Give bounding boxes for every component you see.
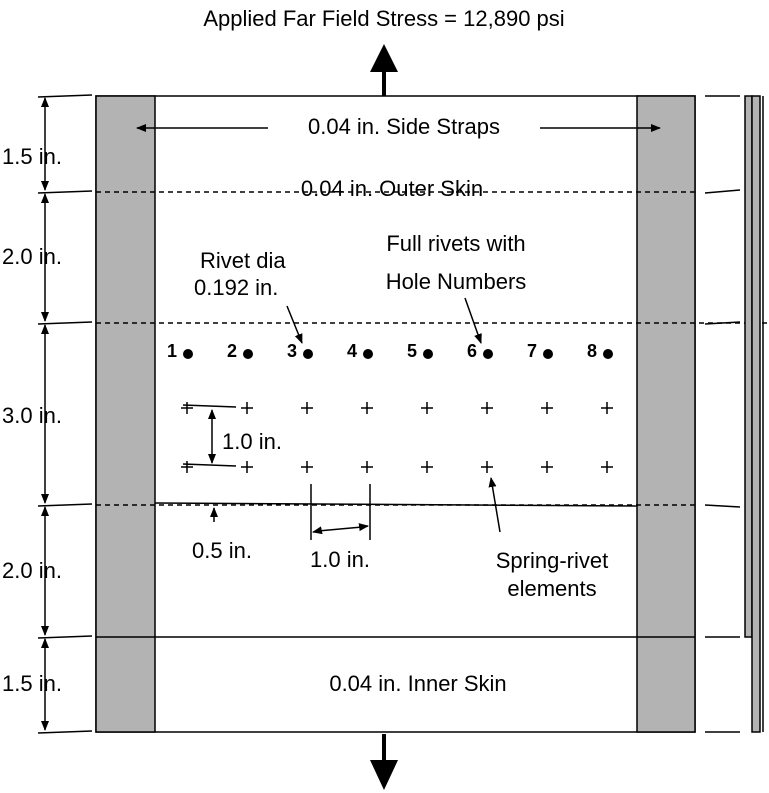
- spring-element: [361, 461, 373, 473]
- spring-element: [241, 402, 253, 414]
- spring-label: elements: [507, 576, 596, 601]
- rivet-dia-value: 0.192 in.: [194, 275, 278, 300]
- hole-numbers-label: Hole Numbers: [386, 269, 527, 294]
- spring-element: [481, 461, 493, 473]
- hole-number: 1: [167, 341, 177, 361]
- dim-label: 1.5 in.: [2, 671, 62, 696]
- spring-element: [361, 402, 373, 414]
- spring-element: [601, 461, 613, 473]
- load-arrows: [370, 44, 398, 790]
- hole-number: 8: [587, 341, 597, 361]
- pointer: [464, 297, 482, 344]
- spring-element: [541, 402, 553, 414]
- pointer: [488, 477, 501, 533]
- extension: [37, 503, 93, 507]
- spring-element: [481, 402, 493, 414]
- hole-number: 6: [467, 341, 477, 361]
- col-spacing: 1.0 in.: [310, 547, 370, 572]
- edge-distance: 0.5 in.: [192, 538, 252, 563]
- spring-element: [301, 461, 313, 473]
- title: Applied Far Field Stress = 12,890 psi: [203, 6, 564, 31]
- spring-element: [541, 461, 553, 473]
- spring-element: [241, 461, 253, 473]
- spring-element: [421, 461, 433, 473]
- rivet: [423, 349, 433, 359]
- spring-element: [421, 402, 433, 414]
- spring-element: [181, 402, 193, 414]
- full-rivets: Full rivets with: [386, 231, 525, 256]
- rivet: [303, 349, 313, 359]
- rivet: [543, 349, 553, 359]
- extension: [37, 730, 93, 734]
- spring-element: [181, 461, 193, 473]
- spring-element: [601, 402, 613, 414]
- dim-label: 2.0 in.: [2, 244, 62, 269]
- extension: [37, 94, 93, 98]
- dim-label: 1.5 in.: [2, 144, 62, 169]
- panel: [95, 95, 768, 733]
- spring-label: Spring-rivet: [496, 548, 608, 573]
- rivet-dia: Rivet dia: [200, 248, 286, 273]
- hole-number: 7: [527, 341, 537, 361]
- inner-skin: 0.04 in. Inner Skin: [329, 671, 506, 696]
- cross-section: [704, 95, 764, 733]
- side-straps-label: 0.04 in. Side Straps: [136, 114, 661, 139]
- dim-label: 2.0 in.: [2, 558, 62, 583]
- rivet: [483, 349, 493, 359]
- row-spacing: 1.0 in.: [222, 429, 282, 454]
- pointer: [286, 305, 303, 344]
- hole-number: 2: [227, 341, 237, 361]
- extension: [37, 321, 93, 325]
- outer-skin: 0.04 in. Outer Skin: [301, 176, 483, 201]
- hole-number: 4: [347, 341, 357, 361]
- side-straps: 0.04 in. Side Straps: [308, 114, 500, 139]
- rivet: [603, 349, 613, 359]
- inner-dims: [182, 404, 371, 540]
- hole-number: 5: [407, 341, 417, 361]
- rivet: [183, 349, 193, 359]
- extension: [37, 190, 93, 194]
- rivet: [363, 349, 373, 359]
- hole-number: 3: [287, 341, 297, 361]
- dim-label: 3.0 in.: [2, 403, 62, 428]
- spring-element: [301, 402, 313, 414]
- rivet: [243, 349, 253, 359]
- extension: [37, 635, 93, 639]
